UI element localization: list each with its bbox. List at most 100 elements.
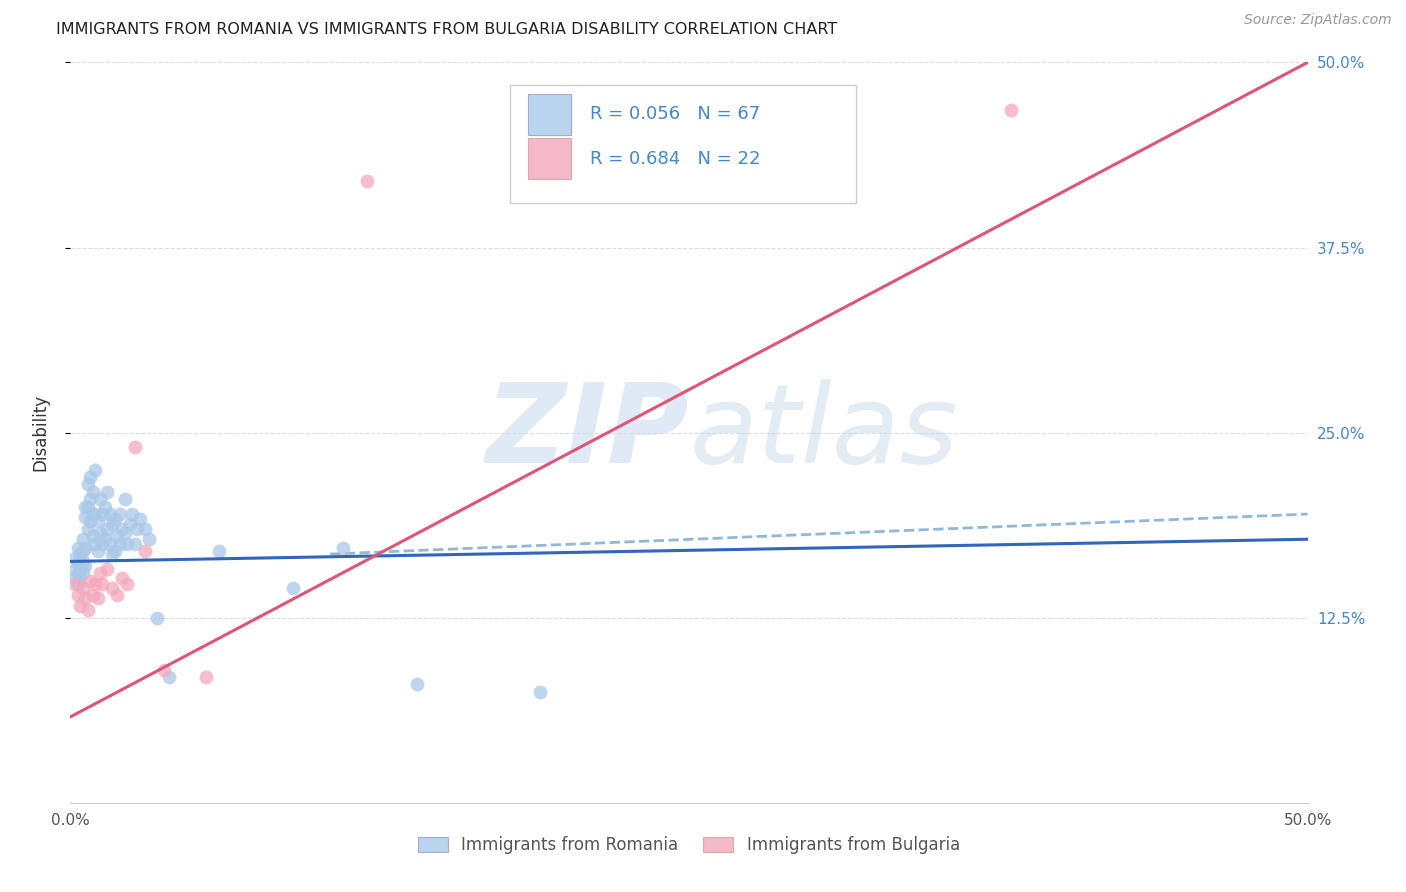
Point bbox=[104, 511, 127, 525]
Point bbox=[101, 547, 124, 561]
Point bbox=[96, 484, 118, 499]
Y-axis label: Disability: Disability bbox=[31, 394, 49, 471]
Point bbox=[72, 565, 94, 579]
Point bbox=[89, 566, 111, 581]
Point bbox=[356, 174, 378, 188]
Point bbox=[76, 500, 98, 514]
Point bbox=[75, 591, 97, 606]
Point bbox=[89, 526, 111, 541]
Point bbox=[69, 599, 91, 613]
Legend: Immigrants from Romania, Immigrants from Bulgaria: Immigrants from Romania, Immigrants from… bbox=[411, 830, 967, 861]
Point bbox=[405, 677, 427, 691]
Point bbox=[84, 576, 107, 591]
Point bbox=[91, 536, 114, 550]
Point bbox=[281, 581, 304, 595]
Point bbox=[66, 556, 89, 570]
Point bbox=[65, 576, 87, 591]
Point bbox=[111, 522, 134, 536]
Point bbox=[66, 576, 89, 591]
Point bbox=[94, 533, 117, 547]
Point bbox=[105, 529, 128, 543]
Point bbox=[89, 492, 111, 507]
Point bbox=[114, 526, 136, 541]
Point bbox=[124, 536, 146, 550]
Text: R = 0.684   N = 22: R = 0.684 N = 22 bbox=[591, 150, 761, 168]
Point bbox=[104, 544, 127, 558]
Point bbox=[76, 522, 98, 536]
Point bbox=[79, 470, 101, 484]
Point bbox=[79, 574, 101, 588]
Point bbox=[124, 441, 146, 455]
Point bbox=[84, 462, 107, 476]
Point bbox=[134, 522, 156, 536]
Point bbox=[66, 541, 89, 555]
Point bbox=[96, 522, 118, 536]
Point bbox=[79, 492, 101, 507]
Point bbox=[115, 536, 138, 550]
Point bbox=[128, 511, 150, 525]
Point bbox=[118, 517, 141, 532]
Point bbox=[72, 581, 94, 595]
Point bbox=[195, 670, 218, 684]
Point bbox=[101, 581, 124, 595]
Point bbox=[105, 589, 128, 603]
Point bbox=[82, 507, 104, 521]
Point bbox=[134, 544, 156, 558]
Text: ZIP: ZIP bbox=[485, 379, 689, 486]
FancyBboxPatch shape bbox=[529, 138, 571, 179]
Point bbox=[108, 536, 131, 550]
Point bbox=[84, 536, 107, 550]
Point bbox=[94, 500, 117, 514]
Point bbox=[98, 536, 121, 550]
FancyBboxPatch shape bbox=[509, 85, 856, 203]
Point bbox=[332, 541, 354, 555]
Point bbox=[75, 500, 97, 514]
Point bbox=[65, 562, 87, 576]
Point bbox=[208, 544, 231, 558]
Point bbox=[84, 507, 107, 521]
Point bbox=[86, 515, 108, 529]
Point bbox=[72, 533, 94, 547]
Point bbox=[75, 510, 97, 524]
Point bbox=[115, 576, 138, 591]
Point bbox=[82, 589, 104, 603]
Point bbox=[111, 571, 134, 585]
Point bbox=[75, 558, 97, 573]
Point bbox=[65, 571, 87, 585]
Text: atlas: atlas bbox=[689, 379, 957, 486]
Point bbox=[82, 529, 104, 543]
Point bbox=[66, 589, 89, 603]
Point bbox=[69, 569, 91, 583]
Point bbox=[1000, 103, 1022, 117]
Point bbox=[108, 507, 131, 521]
Point bbox=[69, 558, 91, 573]
Point bbox=[72, 554, 94, 568]
Point bbox=[146, 610, 169, 624]
Point bbox=[529, 685, 551, 699]
Point bbox=[153, 663, 176, 677]
Text: R = 0.056   N = 67: R = 0.056 N = 67 bbox=[591, 105, 761, 123]
Point bbox=[138, 533, 160, 547]
Text: IMMIGRANTS FROM ROMANIA VS IMMIGRANTS FROM BULGARIA DISABILITY CORRELATION CHART: IMMIGRANTS FROM ROMANIA VS IMMIGRANTS FR… bbox=[56, 22, 838, 37]
Point bbox=[86, 591, 108, 606]
Point bbox=[121, 507, 143, 521]
Point bbox=[66, 566, 89, 581]
Point bbox=[101, 517, 124, 532]
Point bbox=[91, 507, 114, 521]
Point bbox=[91, 576, 114, 591]
Point bbox=[127, 522, 149, 536]
Point bbox=[72, 544, 94, 558]
Point bbox=[157, 670, 180, 684]
Point bbox=[79, 515, 101, 529]
Point bbox=[65, 551, 87, 566]
Point bbox=[76, 477, 98, 491]
Point bbox=[114, 492, 136, 507]
Point bbox=[82, 484, 104, 499]
FancyBboxPatch shape bbox=[529, 94, 571, 135]
Point bbox=[86, 544, 108, 558]
Point bbox=[75, 541, 97, 555]
Point bbox=[69, 547, 91, 561]
Text: Source: ZipAtlas.com: Source: ZipAtlas.com bbox=[1244, 13, 1392, 28]
Point bbox=[76, 603, 98, 617]
Point bbox=[98, 507, 121, 521]
